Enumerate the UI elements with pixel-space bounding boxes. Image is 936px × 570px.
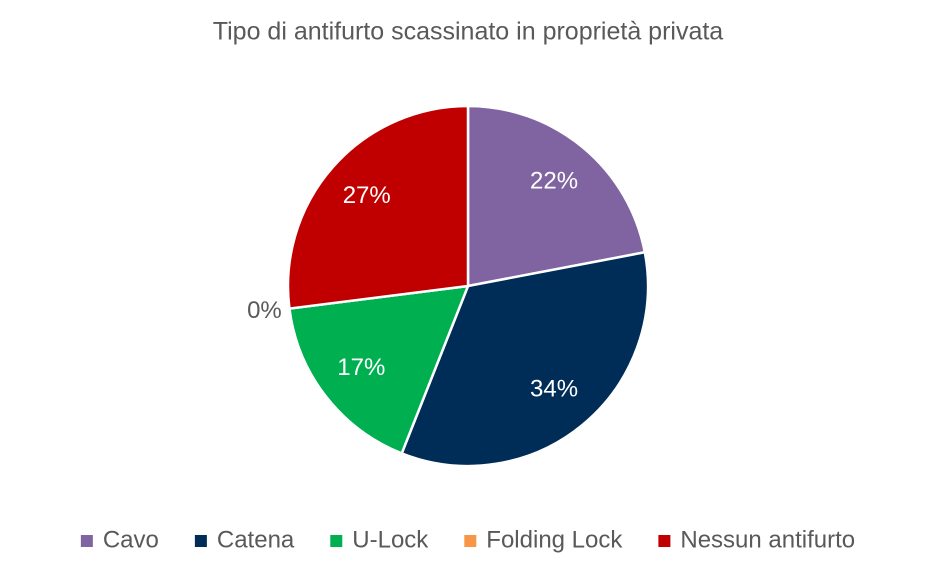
data-label: 0% <box>247 297 282 324</box>
legend-swatch <box>80 535 93 547</box>
pie-slice <box>286 104 470 310</box>
data-label: 22% <box>530 167 578 194</box>
chart-title: Tipo di antifurto scassinato in propriet… <box>213 18 724 46</box>
legend-label: U-Lock <box>352 526 429 553</box>
legend-label: Catena <box>217 526 295 553</box>
pie-slice <box>400 250 650 468</box>
data-label: 34% <box>530 375 578 402</box>
legend-label: Cavo <box>103 526 159 553</box>
legend-swatch <box>658 535 671 547</box>
legend-label: Nessun antifurto <box>680 526 855 553</box>
data-label: 27% <box>343 182 391 209</box>
legend-swatch <box>464 535 477 547</box>
pie-slice <box>288 284 470 455</box>
legend-swatch <box>330 535 343 547</box>
data-label: 17% <box>337 354 385 381</box>
legend-swatch <box>194 535 207 547</box>
pie-slice <box>466 104 647 288</box>
legend-label: Folding Lock <box>486 526 623 553</box>
